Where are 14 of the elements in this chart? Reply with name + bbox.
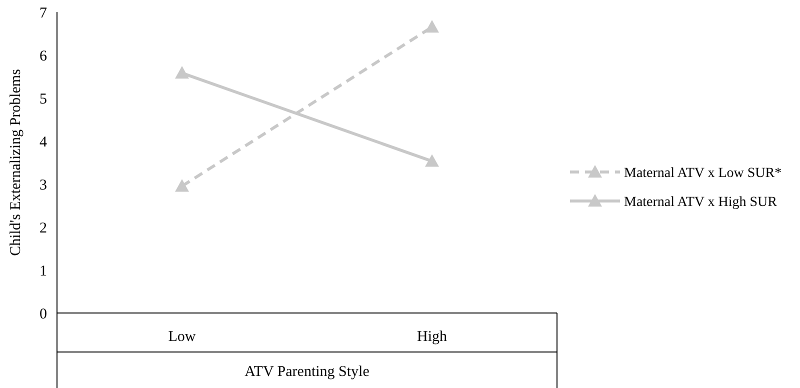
y-tick-label: 2 (40, 220, 47, 236)
x-tick-label: High (417, 329, 448, 345)
y-tick-label: 7 (40, 5, 48, 22)
legend-label: Maternal ATV x Low SUR* (624, 166, 782, 181)
y-tick-label: 1 (40, 263, 47, 280)
y-tick-label: 0 (40, 306, 47, 322)
y-tick-label: 4 (40, 134, 48, 150)
x-tick-label: Low (168, 329, 196, 345)
y-tick-label: 3 (40, 177, 47, 194)
y-axis-title: Child's Externalizing Problems (8, 68, 24, 256)
x-axis-title: ATV Parenting Style (244, 364, 370, 380)
y-tick-label: 5 (40, 91, 47, 108)
legend-label: Maternal ATV x High SUR (624, 194, 778, 210)
y-tick-label: 6 (40, 48, 48, 64)
